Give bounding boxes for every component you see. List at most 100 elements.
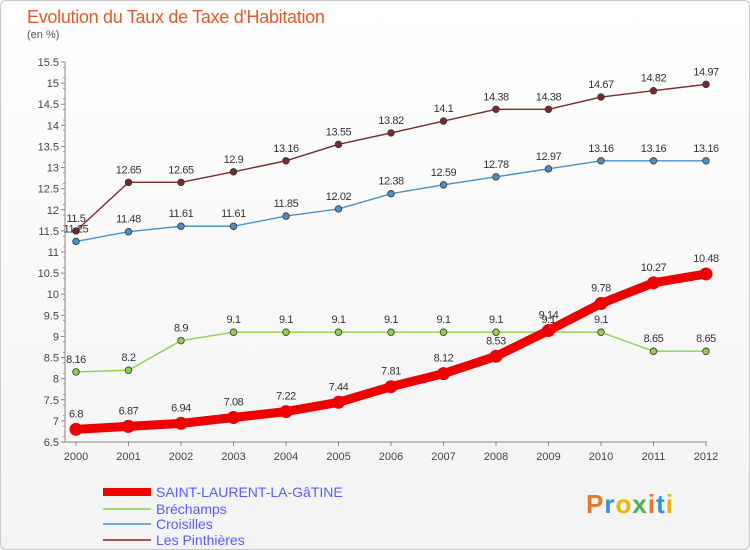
legend-label: SAINT-LAURENT-LA-GâTINE bbox=[156, 484, 343, 500]
y-tick-label: 10.5 bbox=[38, 268, 59, 280]
data-point bbox=[387, 129, 395, 137]
chart-subtitle: (en %) bbox=[27, 29, 60, 41]
data-point bbox=[594, 297, 608, 311]
x-tick-label: 2010 bbox=[589, 451, 613, 463]
data-point bbox=[702, 347, 710, 355]
x-tick-label: 2009 bbox=[536, 451, 560, 463]
logo-letter: i bbox=[647, 489, 657, 519]
data-label: 12.78 bbox=[483, 159, 509, 171]
data-label: 9.1 bbox=[226, 314, 240, 326]
data-point bbox=[387, 328, 395, 336]
data-point bbox=[492, 173, 500, 181]
data-label: 8.12 bbox=[434, 353, 454, 365]
data-point bbox=[439, 117, 448, 125]
data-label: 12.65 bbox=[168, 164, 194, 176]
data-label: 9.78 bbox=[591, 283, 611, 295]
x-tick-label: 2008 bbox=[484, 451, 508, 463]
logo-letter: o bbox=[615, 489, 633, 519]
y-tick-label: 12 bbox=[47, 205, 59, 217]
y-tick-label: 10 bbox=[47, 289, 59, 301]
y-tick-label: 8.5 bbox=[44, 353, 59, 365]
data-label: 11.61 bbox=[169, 208, 194, 220]
data-point bbox=[332, 395, 345, 409]
y-tick-label: 11.5 bbox=[38, 226, 59, 238]
data-point bbox=[279, 405, 293, 419]
data-label: 7.44 bbox=[329, 381, 349, 393]
data-point bbox=[542, 324, 555, 338]
data-point bbox=[492, 105, 500, 113]
data-point bbox=[229, 222, 238, 230]
data-label: 7.81 bbox=[381, 366, 401, 378]
data-point bbox=[72, 227, 80, 235]
data-label: 8.65 bbox=[644, 333, 664, 345]
y-tick-label: 6.5 bbox=[44, 437, 59, 449]
data-label: 11.48 bbox=[116, 214, 141, 226]
x-tick-label: 2004 bbox=[274, 451, 298, 463]
data-point bbox=[334, 328, 343, 336]
proxiti-logo: Proxiti bbox=[586, 489, 674, 520]
data-point bbox=[544, 105, 553, 113]
data-label: 9.1 bbox=[489, 314, 503, 326]
data-point bbox=[649, 347, 658, 355]
data-label: 12.59 bbox=[431, 167, 457, 179]
data-label: 9.14 bbox=[539, 310, 559, 322]
data-label: 9.1 bbox=[279, 314, 293, 326]
x-tick-label: 2012 bbox=[694, 451, 718, 463]
x-tick-label: 2003 bbox=[221, 451, 245, 463]
data-label: 14.67 bbox=[588, 79, 614, 91]
data-point bbox=[282, 328, 290, 336]
legend-label: Bréchamps bbox=[156, 501, 227, 517]
data-label: 10.27 bbox=[641, 262, 667, 274]
data-point bbox=[229, 328, 238, 336]
data-point bbox=[229, 168, 238, 176]
data-label: 12.9 bbox=[224, 154, 244, 166]
data-point bbox=[334, 140, 343, 149]
y-tick-label: 9.5 bbox=[44, 310, 59, 322]
y-tick-label: 13 bbox=[47, 163, 59, 175]
x-tick-label: 2011 bbox=[642, 451, 666, 463]
data-label: 13.16 bbox=[273, 143, 299, 155]
data-label: 12.38 bbox=[378, 176, 404, 188]
data-label: 14.82 bbox=[641, 73, 667, 85]
data-point bbox=[177, 178, 185, 187]
y-tick-label: 13.5 bbox=[38, 141, 59, 153]
data-point bbox=[387, 190, 395, 198]
data-label: 9.1 bbox=[541, 314, 555, 326]
x-tick-label: 2005 bbox=[326, 451, 350, 463]
data-point bbox=[72, 368, 80, 376]
y-tick-label: 15 bbox=[47, 78, 59, 90]
data-point bbox=[72, 237, 80, 246]
data-point bbox=[597, 328, 605, 336]
data-point bbox=[699, 267, 713, 281]
data-label: 13.16 bbox=[588, 143, 614, 155]
data-point bbox=[384, 380, 398, 394]
legend-label: Les Pinthières bbox=[156, 532, 245, 548]
logo-letter: r bbox=[604, 489, 616, 519]
y-tick-label: 7 bbox=[53, 416, 59, 428]
data-point bbox=[439, 181, 448, 189]
data-label: 14.38 bbox=[483, 91, 509, 103]
data-label: 6.8 bbox=[69, 408, 83, 420]
data-point bbox=[702, 157, 710, 165]
y-tick-label: 7.5 bbox=[44, 395, 59, 407]
chart-title: Evolution du Taux de Taxe d'Habitation bbox=[27, 7, 325, 27]
data-point bbox=[647, 276, 660, 290]
data-point bbox=[174, 416, 188, 430]
y-tick-label: 8 bbox=[53, 374, 59, 386]
y-tick-label: 14 bbox=[47, 120, 59, 132]
data-point bbox=[437, 367, 450, 381]
data-label: 11.25 bbox=[64, 223, 89, 235]
y-tick-label: 11 bbox=[48, 247, 59, 259]
x-tick-label: 2001 bbox=[116, 451, 140, 463]
data-point bbox=[227, 411, 240, 425]
data-label: 13.82 bbox=[378, 115, 404, 127]
data-point bbox=[649, 157, 658, 165]
y-tick-label: 9 bbox=[53, 331, 59, 343]
data-label: 7.22 bbox=[276, 391, 296, 403]
data-label: 9.1 bbox=[331, 314, 345, 326]
data-point bbox=[124, 228, 133, 236]
data-label: 14.38 bbox=[536, 91, 562, 103]
y-tick-label: 12.5 bbox=[38, 184, 59, 196]
legend-label: Croisilles bbox=[156, 516, 213, 532]
data-label: 14.97 bbox=[693, 66, 719, 78]
